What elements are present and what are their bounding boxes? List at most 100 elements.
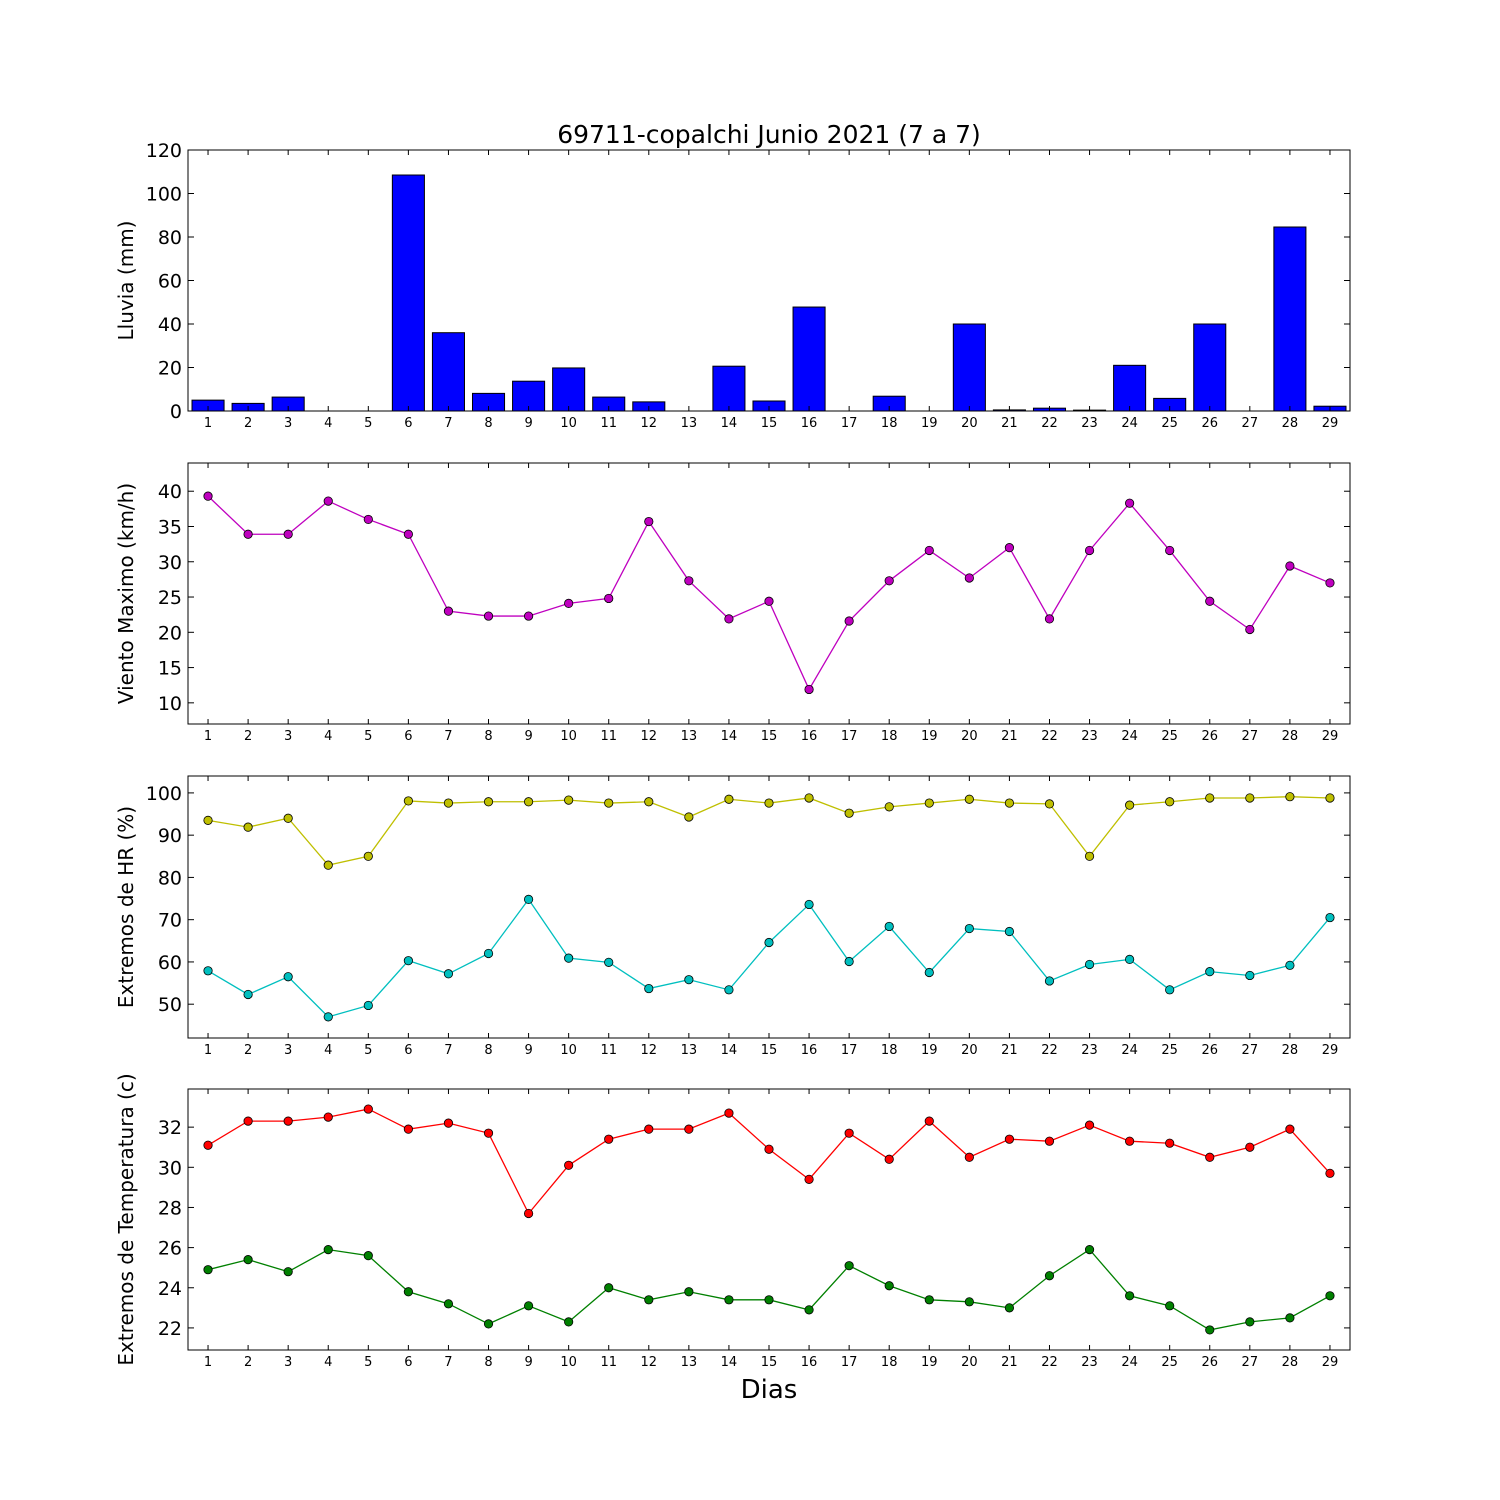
point-series-1-day-12 [644, 516, 654, 527]
point-series-1-day-2 [243, 529, 253, 539]
chart-title: 69711-copalchi Junio 2021 (7 a 7) [557, 120, 981, 149]
point-series-1-day-5 [363, 851, 373, 861]
x-tick-label: 19 [921, 1355, 938, 1370]
point-series-1-day-6 [403, 796, 413, 806]
point-series-1-day-12 [644, 797, 654, 807]
point-series-1-day-11 [604, 1134, 614, 1144]
point-series-1-day-4 [323, 860, 333, 870]
x-tick-label: 11 [600, 416, 617, 431]
point-series-1-day-21 [1004, 1134, 1015, 1144]
y-tick-label: 28 [158, 1197, 182, 1219]
x-tick-label: 1 [204, 729, 212, 744]
point-series-1-day-6 [403, 1124, 413, 1134]
point-series-1-day-23 [1084, 1120, 1095, 1130]
point-series-2-day-4 [323, 1012, 333, 1022]
x-tick-label: 27 [1242, 1355, 1259, 1370]
point-series-1-day-3 [283, 813, 293, 823]
point-series-1-day-5 [363, 1104, 373, 1114]
x-tick-label: 4 [324, 416, 332, 431]
point-series-2-day-7 [443, 1299, 454, 1309]
point-series-2-day-23 [1084, 1245, 1095, 1255]
x-tick-label: 3 [284, 729, 292, 744]
point-series-1-day-8 [483, 611, 494, 621]
x-tick-label: 2 [244, 729, 252, 744]
x-tick-label: 11 [600, 1355, 617, 1370]
bar-day-7 [431, 332, 465, 412]
point-series-1-day-14 [724, 614, 734, 624]
point-series-1-day-12 [644, 1124, 654, 1134]
point-series-1-day-9 [523, 1208, 534, 1219]
x-tick-label: 27 [1242, 416, 1259, 431]
bar-day-20 [952, 323, 986, 412]
x-tick-label: 9 [524, 1043, 532, 1058]
bar-day-28 [1273, 226, 1307, 412]
point-series-1-day-16 [804, 793, 814, 803]
point-series-1-day-25 [1165, 797, 1175, 807]
point-series-2-day-19 [924, 967, 934, 978]
point-series-2-day-20 [964, 923, 974, 934]
x-tick-label: 20 [961, 416, 978, 431]
x-tick-label: 3 [284, 1355, 292, 1370]
point-series-1-day-27 [1245, 793, 1255, 803]
point-series-2-day-28 [1285, 1313, 1295, 1323]
point-series-2-day-18 [884, 921, 894, 932]
x-tick-label: 17 [841, 416, 858, 431]
point-series-2-day-16 [804, 899, 814, 910]
point-series-2-day-11 [604, 1283, 614, 1293]
point-series-1-day-19 [924, 798, 934, 808]
point-series-1-day-16 [804, 684, 814, 695]
x-tick-label: 2 [244, 1043, 252, 1058]
x-tick-label: 1 [204, 1043, 212, 1058]
x-tick-label: 8 [484, 416, 492, 431]
point-series-1-day-22 [1044, 799, 1055, 809]
point-series-2-day-29 [1325, 912, 1335, 923]
y-axis-label: Viento Maximo (km/h) [114, 483, 138, 704]
x-tick-label: 28 [1282, 1355, 1299, 1370]
x-tick-label: 7 [444, 416, 452, 431]
x-tick-label: 24 [1121, 1355, 1138, 1370]
x-tick-label: 3 [284, 1043, 292, 1058]
y-tick-label: 22 [158, 1318, 182, 1340]
y-tick-label: 0 [170, 401, 182, 423]
point-series-1-day-18 [884, 802, 894, 812]
point-series-1-day-1 [203, 815, 213, 825]
y-tick-label: 80 [158, 867, 182, 889]
point-series-1-day-28 [1285, 792, 1295, 802]
x-tick-label: 17 [841, 1355, 858, 1370]
point-series-2-day-10 [564, 953, 574, 963]
x-tick-label: 9 [524, 729, 532, 744]
point-series-2-day-9 [523, 894, 534, 904]
point-series-2-day-29 [1325, 1291, 1335, 1301]
bar-day-6 [391, 174, 425, 412]
x-tick-label: 14 [721, 1355, 738, 1370]
point-series-1-day-15 [764, 1144, 774, 1154]
x-tick-label: 18 [881, 729, 898, 744]
x-tick-label: 16 [801, 729, 818, 744]
x-tick-label: 16 [801, 1043, 818, 1058]
point-series-2-day-8 [483, 948, 494, 959]
x-tick-label: 5 [364, 1043, 372, 1058]
point-series-2-day-24 [1125, 1291, 1135, 1301]
point-series-2-day-26 [1205, 967, 1215, 977]
point-series-2-day-3 [283, 1267, 293, 1277]
point-series-1-day-10 [564, 598, 574, 608]
point-series-2-day-15 [764, 937, 774, 948]
point-series-1-day-9 [523, 611, 534, 621]
x-tick-label: 15 [761, 1043, 778, 1058]
y-tick-label: 10 [158, 693, 182, 715]
point-series-1-day-20 [964, 794, 974, 804]
x-tick-label: 18 [881, 416, 898, 431]
point-series-1-day-15 [764, 798, 774, 808]
point-series-2-day-2 [243, 1255, 253, 1265]
x-tick-label: 14 [721, 729, 738, 744]
point-series-1-day-20 [964, 1152, 974, 1162]
point-series-1-day-26 [1205, 793, 1215, 803]
x-tick-label: 11 [600, 1043, 617, 1058]
x-tick-label: 8 [484, 1355, 492, 1370]
x-tick-label: 10 [560, 1043, 577, 1058]
x-tick-label: 5 [364, 1355, 372, 1370]
y-tick-label: 32 [158, 1117, 182, 1139]
point-series-1-day-19 [924, 545, 934, 556]
